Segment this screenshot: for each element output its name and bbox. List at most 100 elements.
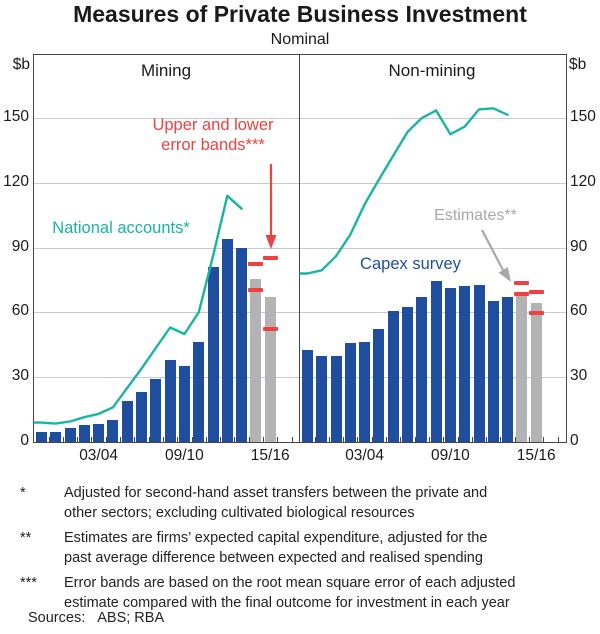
y-axis-unit-left: $b (12, 56, 30, 73)
y-axis-label-r-0: 0 (570, 432, 579, 449)
capex-survey-bar (136, 392, 147, 442)
capex-survey-bar (50, 432, 62, 442)
x-axis-tick (148, 437, 150, 442)
footnote-2-line1: Estimates are firms’ expected capital ex… (64, 530, 488, 546)
x-axis-tick (529, 437, 531, 442)
capex-survey-bar (35, 432, 47, 442)
capex-survey-bar (330, 355, 342, 442)
x-axis-tick (48, 437, 50, 442)
capex-survey-bar (64, 427, 76, 442)
x-axis-tick (248, 437, 250, 442)
sources-label: Sources: (28, 610, 86, 626)
x-axis-tick (443, 437, 445, 442)
panel-non-mining: 03/04 09/10 15/16 (299, 55, 566, 464)
capex-survey-bar (301, 350, 313, 442)
estimate-bar (250, 278, 262, 442)
y-axis-label-r-60: 60 (570, 302, 588, 320)
x-axis-label-09-10: 09/10 (164, 447, 204, 464)
error-bands-annotation-line2: error bands*** (161, 136, 265, 154)
capex-survey-bar (221, 238, 233, 442)
x-axis-tick (557, 437, 559, 442)
capex-survey-bar (344, 342, 356, 442)
x-axis-tick (414, 437, 416, 442)
footnote-1-marker: * (20, 485, 26, 501)
error-bands-annotation: Upper and lower error bands*** (133, 115, 293, 155)
gridline-150 (34, 118, 566, 119)
capex-survey-bar (164, 359, 176, 442)
x-axis-tick (62, 437, 64, 442)
x-axis-tick (177, 437, 179, 442)
x-axis-tick (220, 437, 222, 442)
capex-survey-label: Capex survey (360, 255, 461, 273)
x-axis-tick (428, 437, 430, 442)
footnote-3-line1: Error bands are based on the root mean s… (64, 575, 516, 591)
x-axis-label-09-10: 09/10 (430, 447, 470, 464)
y-axis-unit-right: $b (569, 56, 587, 73)
estimates-arrow-icon (481, 229, 511, 282)
x-axis-tick (162, 437, 164, 442)
y-axis-label-r-120: 120 (570, 172, 596, 190)
panel-mining: 03/04 09/10 15/16 (33, 55, 300, 464)
x-axis-tick (457, 437, 459, 442)
chart-title: Measures of Private Business Investment (73, 1, 527, 27)
error-bands-annotation-line1: Upper and lower (152, 116, 274, 134)
x-axis-tick (263, 437, 265, 442)
chart-subtitle: Nominal (270, 31, 330, 48)
footnote-3-marker: *** (20, 575, 37, 591)
national-accounts-line (299, 107, 509, 275)
estimate-bar (530, 302, 542, 442)
plot-area: 03/04 09/10 15/16 03/04 09/10 15/16 (33, 54, 567, 464)
capex-survey-bar (193, 341, 205, 442)
capex-survey-bar (316, 355, 328, 442)
capex-survey-bar (430, 281, 442, 442)
x-axis-tick (314, 437, 316, 442)
panel-title-non-mining: Non-mining (388, 61, 476, 80)
footnote-1-line2: other sectors; excluding cultivated biol… (64, 505, 415, 521)
capex-survey-bar (121, 400, 133, 442)
x-axis-tick (234, 437, 236, 442)
lower-error-band-dash (514, 292, 530, 297)
x-axis-tick (105, 437, 107, 442)
national-accounts-label: National accounts* (52, 219, 190, 237)
capex-survey-bar (444, 287, 456, 442)
capex-survey-bar (150, 379, 162, 442)
y-axis-label-l-0: 0 (20, 432, 29, 449)
y-axis-label-r-150: 150 (570, 108, 596, 125)
footnote-3-line2: estimate compared with the final outcome… (64, 595, 510, 611)
gridline-60 (34, 312, 566, 314)
upper-error-band-dash (514, 281, 530, 286)
x-axis-tick (205, 437, 207, 442)
x-axis-label-15-16: 15/16 (250, 447, 290, 464)
capex-survey-bar (502, 297, 514, 442)
panel-divider (299, 55, 300, 442)
capex-survey-bar (107, 420, 119, 442)
x-axis-tick (500, 437, 502, 442)
sources-line: Sources: ABS; RBA (28, 610, 164, 626)
sources-value: ABS; RBA (97, 610, 165, 626)
x-axis-tick (134, 437, 136, 442)
capex-survey-bar (236, 247, 248, 442)
error-bands-arrow-icon (265, 164, 277, 249)
x-axis-tick (471, 437, 473, 442)
capex-survey-bar (373, 328, 385, 442)
y-axis-label-l-30: 30 (11, 367, 29, 385)
y-axis-label-l-150: 150 (3, 108, 29, 125)
x-axis-label-03-04: 03/04 (345, 447, 384, 464)
x-axis-tick (291, 437, 293, 442)
y-axis-label-l-120: 120 (3, 172, 29, 190)
x-axis-tick (371, 437, 373, 442)
capex-survey-bar (93, 423, 105, 442)
footnote-1-line1: Adjusted for second-hand asset transfers… (64, 485, 488, 501)
capex-survey-bar (473, 285, 485, 442)
capex-survey-bar (207, 267, 219, 442)
x-axis-tick (191, 437, 193, 442)
capex-survey-bar (178, 366, 190, 442)
national-accounts-line (33, 194, 243, 425)
upper-error-band-dash (262, 256, 278, 261)
capex-survey-bar (359, 341, 371, 442)
x-axis-tick (543, 437, 545, 442)
x-axis-tick (77, 437, 79, 442)
capex-survey-bar (78, 424, 90, 442)
panel-title-mining: Mining (140, 61, 192, 80)
